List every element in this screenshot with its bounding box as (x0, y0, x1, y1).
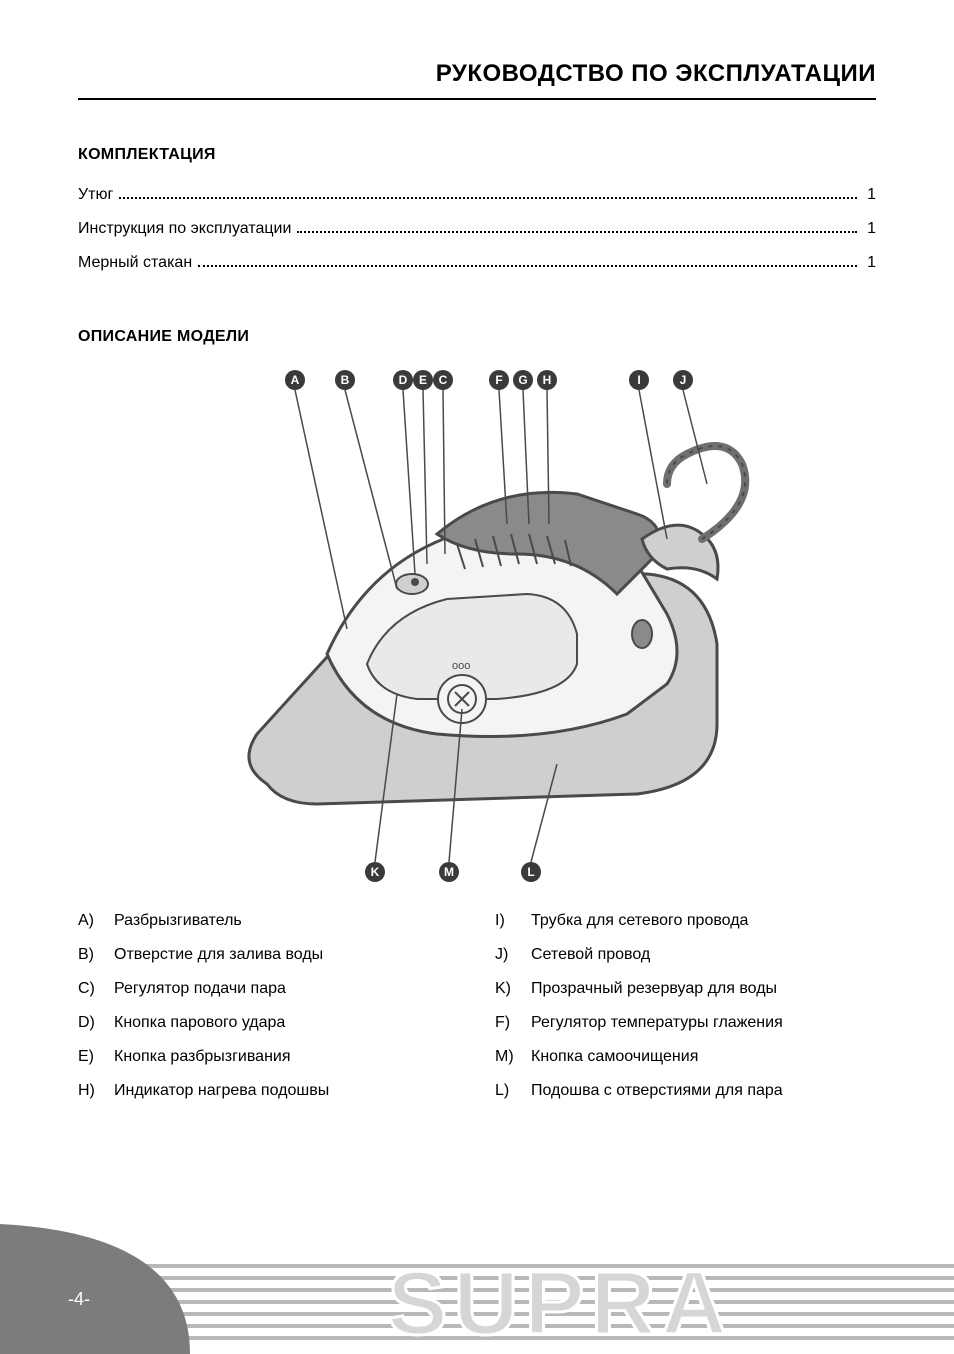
legend-text: Трубка для сетевого провода (531, 912, 748, 930)
legend-letter: C) (78, 980, 100, 998)
contents-list: Утюг 1 Инструкция по эксплуатации 1 Мерн… (78, 186, 876, 272)
legend-text: Кнопка разбрызгивания (114, 1048, 291, 1066)
footer-graphic: SUPRA (0, 1224, 954, 1354)
legend-letter: H) (78, 1082, 100, 1100)
legend-letter: D) (78, 1014, 100, 1032)
legend-text: Регулятор подачи пара (114, 980, 286, 998)
iron-spray-nozzle (411, 578, 419, 586)
contents-label: Утюг (78, 186, 113, 204)
callout-letter: L (527, 865, 534, 879)
legend-text: Сетевой провод (531, 946, 650, 964)
callout-letter: K (371, 865, 380, 879)
callouts-bottom: K M L (365, 862, 541, 882)
legend-item: J) Сетевой провод (495, 946, 876, 964)
legend-text: Кнопка самоочищения (531, 1048, 698, 1066)
legend-item: I) Трубка для сетевого провода (495, 912, 876, 930)
diagram-container: ooo (78, 364, 876, 884)
section-model-heading: ОПИСАНИЕ МОДЕЛИ (78, 328, 876, 346)
legend-text: Регулятор температуры глажения (531, 1014, 783, 1032)
page-number: -4- (68, 1289, 90, 1310)
legend-col-right: I) Трубка для сетевого провода J) Сетевой … (495, 912, 876, 1116)
callouts-top: A B D E C F G H I J (285, 370, 693, 390)
legend-item: B) Отверстие для залива воды (78, 946, 459, 964)
legend-text: Отверстие для залива воды (114, 946, 323, 964)
legend-letter: I) (495, 912, 517, 930)
legend-col-left: A) Разбрызгиватель B) Отверстие для залива… (78, 912, 459, 1116)
callout-letter: F (495, 373, 502, 387)
legend-letter: J) (495, 946, 517, 964)
legend-text: Разбрызгиватель (114, 912, 242, 930)
legend-text: Индикатор нагрева подошвы (114, 1082, 329, 1100)
legend-item: H) Индикатор нагрева подошвы (78, 1082, 459, 1100)
legend-text: Прозрачный резервуар для воды (531, 980, 777, 998)
legend-item: D) Кнопка парового удара (78, 1014, 459, 1032)
contents-row: Мерный стакан 1 (78, 254, 876, 272)
iron-steam-holes-glyph: ooo (452, 660, 470, 672)
legend-item: F) Регулятор температуры глажения (495, 1014, 876, 1032)
legend-item: C) Регулятор подачи пара (78, 980, 459, 998)
dot-leader (297, 231, 857, 233)
contents-qty: 1 (867, 254, 876, 272)
iron-indicator (632, 620, 652, 648)
footer-brand: SUPRA (387, 1254, 732, 1354)
callout-letter: I (637, 373, 640, 387)
legend-letter: K) (495, 980, 517, 998)
contents-label: Мерный стакан (78, 254, 192, 272)
footer-arc (0, 1224, 190, 1354)
legend-item: M) Кнопка самоочищения (495, 1048, 876, 1066)
title-rule (78, 98, 876, 100)
legend-letter: A) (78, 912, 100, 930)
doc-title: РУКОВОДСТВО ПО ЭКСПЛУАТАЦИИ (78, 60, 876, 88)
callout-letter: A (291, 373, 300, 387)
contents-row: Инструкция по эксплуатации 1 (78, 220, 876, 238)
callout-letter: H (543, 373, 552, 387)
legend-item: E) Кнопка разбрызгивания (78, 1048, 459, 1066)
contents-row: Утюг 1 (78, 186, 876, 204)
legend-item: K) Прозрачный резервуар для воды (495, 980, 876, 998)
dot-leader (119, 197, 857, 199)
callout-letter: M (444, 865, 454, 879)
legend-item: A) Разбрызгиватель (78, 912, 459, 930)
legend-item: L) Подошва с отверстиями для пара (495, 1082, 876, 1100)
callout-letter: C (439, 373, 448, 387)
section-contents-heading: КОМПЛЕКТАЦИЯ (78, 146, 876, 164)
callout-letter: E (419, 373, 427, 387)
contents-label: Инструкция по эксплуатации (78, 220, 291, 238)
legend-letter: F) (495, 1014, 517, 1032)
callout-letter: J (680, 373, 687, 387)
legend-letter: E) (78, 1048, 100, 1066)
callout-letter: D (399, 373, 408, 387)
legend-letter: B) (78, 946, 100, 964)
legend-letter: L) (495, 1082, 517, 1100)
legend: A) Разбрызгиватель B) Отверстие для залива… (78, 912, 876, 1116)
legend-letter: M) (495, 1048, 517, 1066)
dot-leader (198, 265, 857, 267)
callout-letter: G (518, 373, 527, 387)
iron-diagram: ooo (197, 364, 757, 884)
page: РУКОВОДСТВО ПО ЭКСПЛУАТАЦИИ КОМПЛЕКТАЦИЯ… (0, 0, 954, 1354)
legend-text: Подошва с отверстиями для пара (531, 1082, 783, 1100)
page-footer: SUPRA (0, 1224, 954, 1354)
callout-letter: B (341, 373, 350, 387)
contents-qty: 1 (867, 220, 876, 238)
legend-text: Кнопка парового удара (114, 1014, 285, 1032)
contents-qty: 1 (867, 186, 876, 204)
